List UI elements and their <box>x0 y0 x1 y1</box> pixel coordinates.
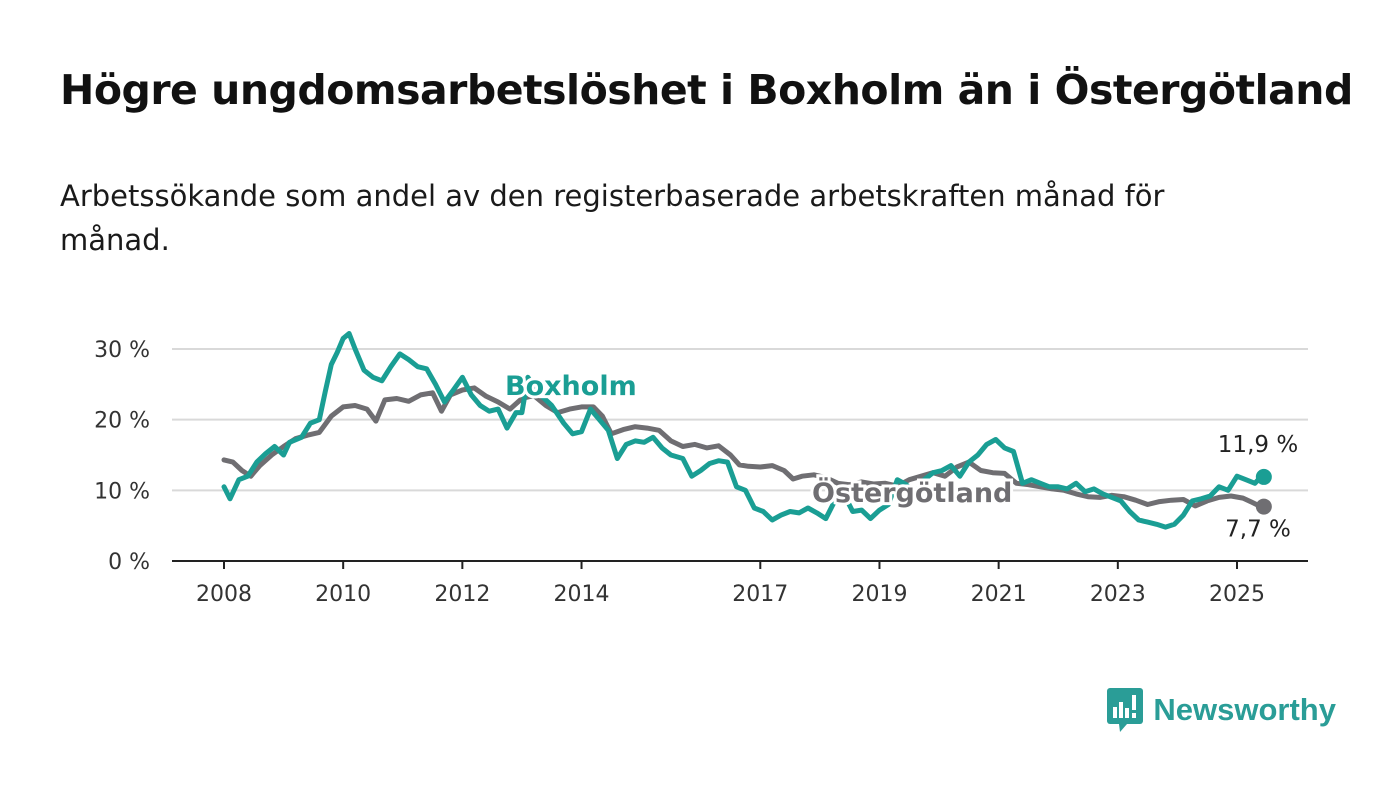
x-tick-label: 2025 <box>1209 582 1265 607</box>
x-tick-label: 2010 <box>315 582 371 607</box>
series-end-label: 7,7 % <box>1225 517 1291 543</box>
newsworthy-logo-icon <box>1107 688 1144 732</box>
series-line-stergtland <box>221 385 1264 510</box>
y-tick-label: 10 % <box>94 479 150 504</box>
x-tick-label: 2014 <box>554 582 610 607</box>
x-axis-ticks: 2008 2010 2012 2014 2017 2019 2021 2023 2025 <box>196 561 1265 607</box>
x-tick-label: 2017 <box>732 582 788 607</box>
gridlines <box>172 348 1308 562</box>
y-tick-label: 0 % <box>108 550 150 575</box>
x-tick-label: 2008 <box>196 582 252 607</box>
newsworthy-brand[interactable]: Newsworthy <box>1107 688 1336 732</box>
x-tick-label: 2012 <box>434 582 490 607</box>
y-tick-label: 20 % <box>94 409 150 434</box>
brand-name: Newsworthy <box>1153 692 1336 727</box>
series-lines <box>221 331 1272 530</box>
chart-title: Högre ungdomsarbetslöshet i Boxholm än i… <box>60 66 1353 114</box>
series-labels: 7,7 % 11,9 % Boxholm Östergötland <box>502 368 1298 543</box>
series-name-label: Östergötland <box>812 476 1012 509</box>
x-tick-label: 2021 <box>971 582 1027 607</box>
series-end-marker <box>1255 498 1272 515</box>
chart-subtitle: Arbetssökande som andel av den registerb… <box>60 179 1165 257</box>
x-tick-label: 2023 <box>1090 582 1146 607</box>
y-axis-ticks: 0 % 10 % 20 % 30 % <box>94 338 150 575</box>
x-tick-label: 2019 <box>851 582 907 607</box>
series-end-marker <box>1255 468 1272 485</box>
y-tick-label: 30 % <box>94 338 150 363</box>
series-line-boxholm <box>221 331 1264 530</box>
series-name-label: Boxholm <box>505 371 637 402</box>
series-end-label: 11,9 % <box>1218 432 1298 458</box>
